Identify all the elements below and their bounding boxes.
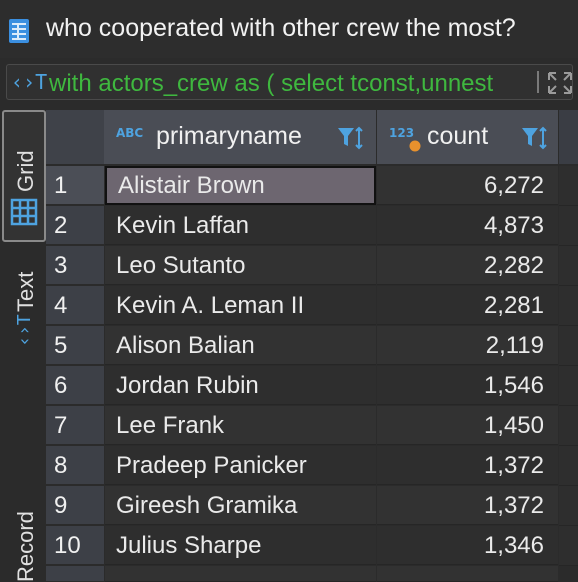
- empty-cell: [559, 286, 578, 326]
- empty-cell: [559, 206, 578, 246]
- empty-cell: [559, 246, 578, 286]
- cell-count[interactable]: 2,282: [377, 246, 558, 285]
- column-label-count: count: [427, 122, 489, 150]
- empty-cell: [559, 526, 578, 566]
- empty-cell: [559, 326, 578, 366]
- cell-count[interactable]: 1,346: [377, 526, 558, 565]
- tab-record[interactable]: Record: [2, 494, 42, 582]
- cell-primaryname[interactable]: Julius Sharpe: [105, 526, 376, 565]
- query-field[interactable]: ‹›T with actors_crew as ( select tconst,…: [6, 64, 573, 100]
- number-type-icon: 123: [389, 126, 415, 140]
- tab-grid[interactable]: Grid: [2, 110, 46, 242]
- window-title: who cooperated with other crew the most?: [46, 14, 516, 42]
- table-row[interactable]: 9 Gireesh Gramika 1,372: [46, 486, 578, 526]
- row-number: 3: [46, 246, 104, 285]
- cell-count[interactable]: 6,272: [377, 166, 558, 205]
- cell-count[interactable]: 2,281: [377, 286, 558, 325]
- empty-header: [559, 110, 578, 164]
- table-row[interactable]: 7 Lee Frank 1,450: [46, 406, 578, 446]
- tab-text-label: Text: [13, 271, 38, 312]
- empty-cell: [559, 166, 578, 206]
- key-badge-icon: [409, 140, 421, 152]
- table-row[interactable]: 3 Leo Sutanto 2,282: [46, 246, 578, 286]
- expand-icon[interactable]: [547, 71, 573, 95]
- cell-primaryname[interactable]: Pradeep Panicker: [105, 446, 376, 485]
- row-number: 6: [46, 366, 104, 405]
- table-row[interactable]: 1 Alistair Brown 6,272: [46, 166, 578, 206]
- string-type-icon: ABC: [116, 126, 144, 140]
- table-row[interactable]: 10 Julius Sharpe 1,346: [46, 526, 578, 566]
- cell-primaryname[interactable]: Leo Sutanto: [105, 246, 376, 285]
- row-number: 7: [46, 406, 104, 445]
- cell-primaryname[interactable]: Alistair Brown: [105, 166, 376, 205]
- cell-count[interactable]: 1,372: [377, 446, 558, 485]
- row-number: 4: [46, 286, 104, 325]
- empty-cell: [559, 406, 578, 446]
- row-number: [46, 566, 104, 582]
- table-row[interactable]: 8 Pradeep Panicker 1,372: [46, 446, 578, 486]
- row-number-header[interactable]: [46, 110, 105, 164]
- table-document-icon: [9, 19, 29, 43]
- table-row[interactable]: 6 Jordan Rubin 1,546: [46, 366, 578, 406]
- table-row[interactable]: 4 Kevin A. Leman II 2,281: [46, 286, 578, 326]
- row-number: 9: [46, 486, 104, 525]
- cell-primaryname[interactable]: Alison Balian: [105, 326, 376, 365]
- query-text[interactable]: with actors_crew as ( select tconst,unne…: [49, 70, 494, 97]
- row-number: 1: [46, 166, 104, 205]
- row-number: 2: [46, 206, 104, 245]
- cell-count[interactable]: 2,119: [377, 326, 558, 365]
- empty-cell: [559, 366, 578, 406]
- cell-count[interactable]: 1,372: [377, 486, 558, 525]
- cell-primaryname[interactable]: Gireesh Gramika: [105, 486, 376, 525]
- row-number: 10: [46, 526, 104, 565]
- empty-cell: [559, 446, 578, 486]
- filter-sort-icon[interactable]: [336, 124, 366, 152]
- row-number: 5: [46, 326, 104, 365]
- row-number: 8: [46, 446, 104, 485]
- cell-count[interactable]: 1,546: [377, 366, 558, 405]
- empty-cell: [559, 486, 578, 526]
- cell-primaryname[interactable]: Kevin A. Leman II: [105, 286, 376, 325]
- tab-grid-label: Grid: [13, 150, 38, 192]
- results-grid: ABC primaryname 123 count 1 Alistair Bro…: [46, 110, 578, 582]
- view-mode-tabs: Grid Text ‹›T Record: [0, 104, 46, 582]
- table-row[interactable]: 2 Kevin Laffan 4,873: [46, 206, 578, 246]
- empty-cell: [377, 566, 558, 582]
- title-bar: who cooperated with other crew the most?: [0, 0, 578, 58]
- cell-count[interactable]: 4,873: [377, 206, 558, 245]
- tab-record-label: Record: [13, 511, 38, 582]
- column-label-primaryname: primaryname: [156, 122, 302, 150]
- divider: [537, 71, 539, 93]
- cell-primaryname[interactable]: Lee Frank: [105, 406, 376, 445]
- sql-text-icon: ‹›T: [11, 70, 48, 94]
- grid-icon: [10, 198, 38, 226]
- cell-primaryname[interactable]: Kevin Laffan: [105, 206, 376, 245]
- cell-count[interactable]: 1,450: [377, 406, 558, 445]
- table-row[interactable]: 5 Alison Balian 2,119: [46, 326, 578, 366]
- text-view-icon: ‹›T: [13, 314, 35, 347]
- filter-sort-icon[interactable]: [520, 124, 550, 152]
- query-bar: ‹›T with actors_crew as ( select tconst,…: [0, 58, 578, 104]
- empty-cell: [105, 566, 376, 582]
- column-header-count[interactable]: 123 count: [377, 110, 559, 164]
- column-header-primaryname[interactable]: ABC primaryname: [104, 110, 377, 164]
- table-row-empty: [46, 566, 578, 582]
- tab-text[interactable]: Text ‹›T: [2, 254, 42, 364]
- cell-primaryname[interactable]: Jordan Rubin: [105, 366, 376, 405]
